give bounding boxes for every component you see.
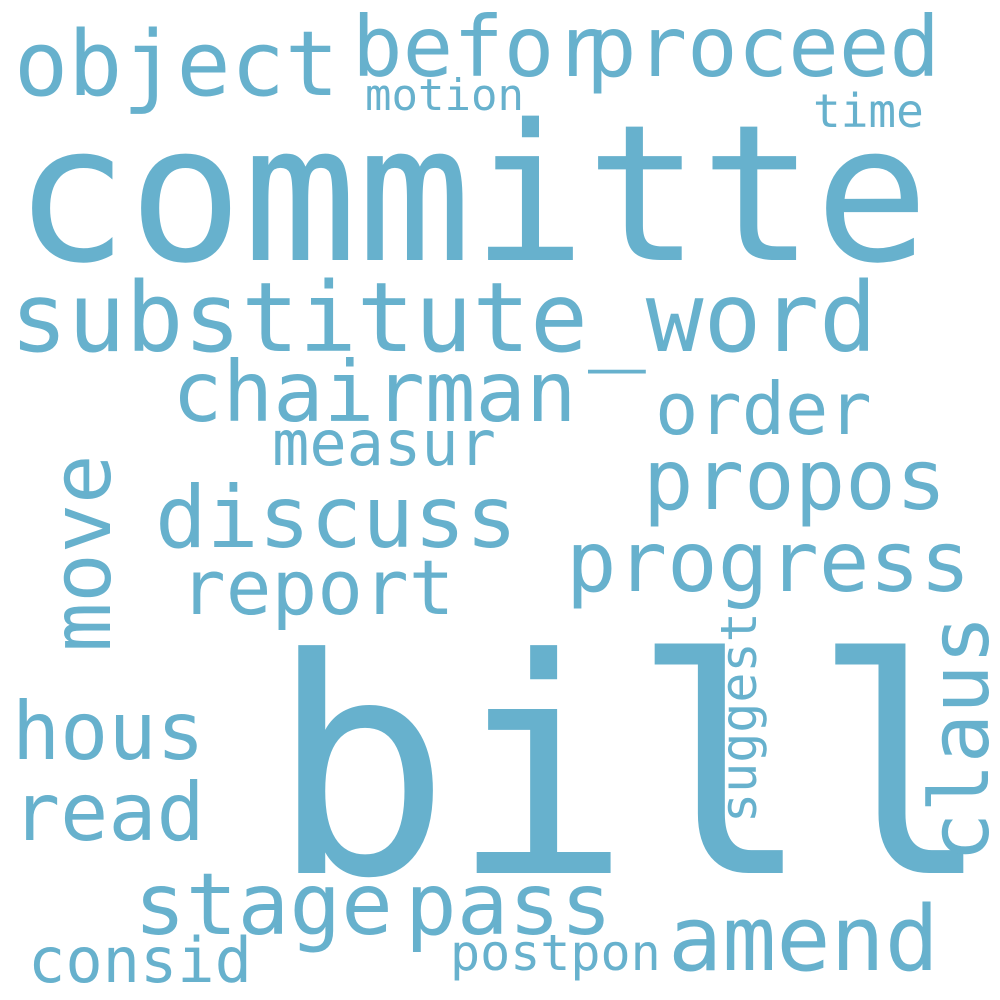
word-postpon: postpon xyxy=(450,924,661,982)
word-read: read xyxy=(12,766,205,859)
word-committe: committe xyxy=(14,84,930,305)
word-befor: befor xyxy=(352,0,605,96)
word-move: move xyxy=(35,454,130,652)
word-amend: amend xyxy=(668,887,939,992)
word-proceed: proceed xyxy=(586,0,941,96)
word-measur: measur xyxy=(272,407,496,480)
word-stage: stage xyxy=(134,855,393,955)
word-motion: motion xyxy=(365,70,524,121)
word-substitute-word: substitute_word xyxy=(10,262,877,374)
word-claus: claus xyxy=(913,615,1000,862)
word-pass: pass xyxy=(405,855,613,955)
word-object: object xyxy=(14,12,340,117)
word-bill: bill xyxy=(270,595,993,944)
word-order: order xyxy=(655,367,872,451)
word-progress: progress xyxy=(566,513,971,611)
word-chairman: chairman xyxy=(172,343,577,441)
word-report: report xyxy=(180,543,455,632)
word-consid: consid xyxy=(28,924,252,997)
word-propos: propos xyxy=(643,431,947,529)
word-hous: hous xyxy=(12,685,205,778)
word-time: time xyxy=(813,84,924,138)
word-discuss: discuss xyxy=(155,468,518,568)
word-suggest: suggest xyxy=(710,612,768,823)
